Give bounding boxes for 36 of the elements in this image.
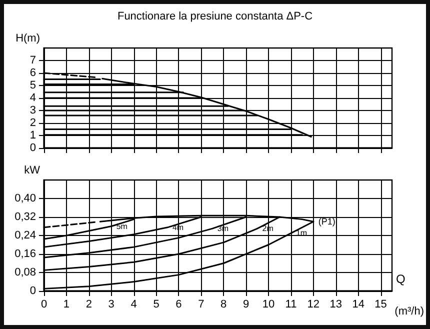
x-tick-label: 3 bbox=[108, 298, 114, 310]
y-tick-label: 1 bbox=[30, 130, 36, 142]
x-tick-label: 6 bbox=[176, 298, 182, 310]
x-tick-label: 5 bbox=[153, 298, 160, 310]
x-tick-label: 12 bbox=[307, 298, 320, 310]
x-tick-label: 13 bbox=[330, 298, 342, 310]
y-tick-label: 0,32 bbox=[14, 211, 36, 223]
x-tick-label: 0 bbox=[40, 298, 48, 310]
y-axis-title: kW bbox=[24, 164, 41, 176]
text: (m³/h) bbox=[394, 306, 424, 318]
x-tick-label: 14 bbox=[352, 298, 364, 310]
x-tick-label: 7 bbox=[198, 298, 204, 310]
x-tick-label: 8 bbox=[220, 298, 227, 310]
x-tick-label: 1 bbox=[63, 298, 70, 310]
y-tick-label: 5 bbox=[30, 80, 36, 92]
chart-title: Functionare la presiune constanta ΔP-C bbox=[117, 10, 313, 22]
y-tick-label: 4 bbox=[30, 92, 36, 104]
y-tick-label: 0,16 bbox=[14, 248, 36, 260]
y-tick-label: 3 bbox=[30, 104, 36, 116]
x-tick-label: 15 bbox=[374, 298, 387, 310]
x-tick-label: 4 bbox=[130, 298, 137, 310]
x-tick-label: 2 bbox=[86, 298, 92, 310]
y-tick-label: 7 bbox=[30, 54, 36, 66]
series-label: (P1) bbox=[318, 216, 336, 227]
y-tick-label: 6 bbox=[30, 67, 36, 79]
y-axis-title: H(m) bbox=[16, 32, 40, 44]
y-tick-label: 0,40 bbox=[14, 192, 36, 204]
x-tick-label: 10 bbox=[262, 298, 275, 310]
x-tick-label: 11 bbox=[285, 298, 297, 310]
x-axis-title: Q bbox=[396, 272, 406, 286]
x-tick-label: 9 bbox=[243, 298, 250, 310]
y-tick-label: 2 bbox=[30, 117, 36, 129]
y-tick-label: 0,24 bbox=[14, 230, 36, 242]
y-tick-label: 0 bbox=[30, 142, 36, 154]
y-tick-label: 0,08 bbox=[14, 266, 36, 278]
y-tick-label: 0 bbox=[30, 285, 36, 297]
